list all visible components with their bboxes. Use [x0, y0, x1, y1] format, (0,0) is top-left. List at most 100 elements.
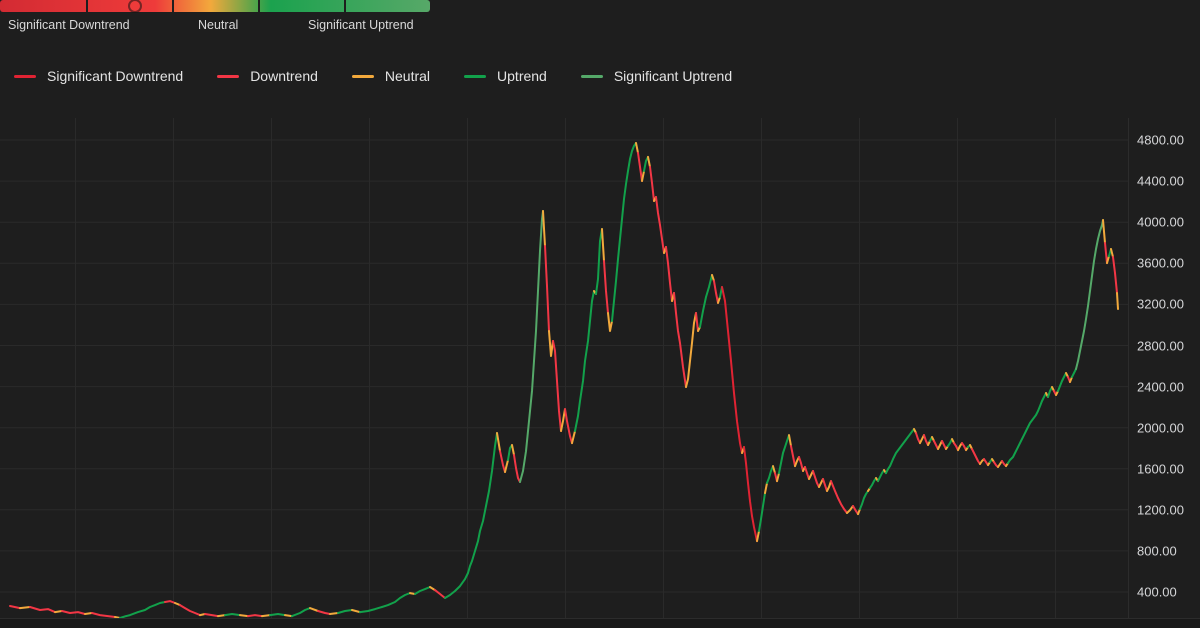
- legend-item-significant-uptrend: Significant Uptrend: [580, 68, 732, 84]
- price-line-segment: [269, 613, 286, 617]
- price-line-segment: [499, 450, 506, 473]
- price-axis-label: 3600.00: [1137, 255, 1184, 271]
- price-line-segment: [798, 456, 804, 472]
- price-line-segment: [1071, 368, 1077, 378]
- trend-scale-labels: Significant Downtrend Neutral Significan…: [0, 18, 470, 34]
- price-line-segment: [647, 155, 651, 168]
- price-line-segment: [329, 612, 339, 615]
- price-line-segment: [84, 612, 93, 615]
- price-line-segment: [607, 312, 613, 332]
- price-line-segment: [611, 142, 637, 322]
- price-axis[interactable]: 4800.00 4400.00 4000.00 3600.00 3200.00 2800.…: [1128, 118, 1200, 628]
- price-line-segment: [179, 604, 201, 617]
- legend-dash-icon: [580, 74, 603, 78]
- price-line-segment: [997, 460, 1003, 468]
- price-line-segment: [788, 434, 792, 447]
- price-line-segment: [224, 613, 241, 617]
- price-line-segment: [649, 165, 655, 202]
- price-line-segment: [19, 606, 31, 610]
- price-line-segment: [239, 614, 249, 618]
- price-line-segment: [1057, 372, 1067, 392]
- price-line-segment: [261, 614, 271, 618]
- price-line-segment: [923, 434, 929, 446]
- price-line-segment: [869, 477, 877, 490]
- price-line-segment: [337, 609, 353, 614]
- price-axis-label: 2800.00: [1137, 338, 1184, 353]
- price-line-segment: [1104, 242, 1108, 265]
- price-line-segment: [434, 589, 446, 599]
- price-line-segment: [859, 490, 869, 510]
- price-line-segment: [1106, 255, 1110, 265]
- legend-dash-icon: [464, 74, 487, 78]
- price-line-segment: [91, 612, 116, 618]
- price-line-segment: [812, 470, 820, 488]
- price-line-segment: [941, 440, 947, 450]
- trend-scale: Significant Downtrend Neutral Significan…: [0, 0, 470, 40]
- price-line-segment: [961, 442, 967, 452]
- price-line-segment: [641, 170, 645, 182]
- price-axis-label: 1600.00: [1137, 461, 1184, 477]
- price-line-segment: [717, 296, 721, 304]
- price-line-segment: [637, 151, 643, 182]
- legend-dash-icon: [14, 74, 36, 78]
- price-axis-label: 3200.00: [1137, 296, 1184, 312]
- price-line-segment: [947, 438, 953, 447]
- time-axis-strip[interactable]: [0, 618, 1200, 628]
- scale-label-neutral: Neutral: [198, 18, 239, 32]
- price-line-segment: [414, 586, 431, 595]
- price-line-segment: [1112, 256, 1118, 294]
- price-line-segment: [359, 592, 411, 614]
- scale-divider: [344, 0, 346, 12]
- legend-item-significant-downtrend: Significant Downtrend: [14, 68, 183, 84]
- price-line-segment: [808, 470, 814, 480]
- price-chart-canvas[interactable]: [0, 118, 1128, 628]
- price-line-segment: [826, 480, 832, 492]
- price-axis-label: 4000.00: [1137, 214, 1184, 230]
- price-line-segment: [758, 492, 766, 532]
- price-line-segment: [695, 312, 699, 332]
- price-line-segment: [204, 613, 219, 618]
- price-line-segment: [877, 469, 885, 483]
- price-line-segment: [552, 340, 562, 432]
- price-line-segment: [766, 465, 774, 484]
- price-line-segment: [756, 530, 760, 543]
- scale-divider: [172, 0, 174, 12]
- price-line-segment: [953, 442, 959, 452]
- price-line-segment: [721, 286, 743, 454]
- price-line-segment: [164, 600, 176, 604]
- price-line-segment: [655, 196, 665, 254]
- price-line-segment: [830, 480, 848, 514]
- price-line-segment: [513, 454, 521, 483]
- price-line-segment: [937, 440, 943, 450]
- price-line-segment: [772, 465, 776, 475]
- price-chart[interactable]: [0, 118, 1128, 628]
- price-line-segment: [778, 434, 790, 475]
- price-axis-label: 2400.00: [1137, 379, 1184, 395]
- price-line-segment: [933, 440, 939, 450]
- price-line-segment: [743, 446, 758, 543]
- price-line-segment: [643, 155, 649, 172]
- price-line-segment: [54, 610, 63, 614]
- price-line-segment: [713, 280, 719, 304]
- price-line-segment: [511, 444, 515, 456]
- price-line-segment: [351, 609, 361, 614]
- price-line-segment: [665, 246, 673, 302]
- price-line-segment: [1110, 248, 1114, 258]
- trend-marker-dot: [130, 1, 141, 11]
- price-axis-label: 1200.00: [1137, 502, 1184, 518]
- price-line-segment: [119, 601, 166, 619]
- price-line-segment: [571, 430, 576, 445]
- price-line-segment: [635, 142, 639, 154]
- legend-dash-icon: [351, 74, 374, 78]
- price-line-segment: [885, 428, 915, 475]
- scale-divider: [86, 0, 88, 12]
- price-line-segment: [603, 260, 609, 314]
- price-line-segment: [291, 607, 311, 618]
- price-line-segment: [601, 228, 605, 262]
- scale-label-significant-downtrend: Significant Downtrend: [8, 18, 130, 32]
- price-line-segment: [957, 442, 963, 452]
- price-line-segment: [919, 434, 925, 445]
- price-line-segment: [711, 274, 715, 282]
- price-axis-label: 400.00: [1137, 584, 1177, 600]
- price-line-segment: [560, 408, 566, 432]
